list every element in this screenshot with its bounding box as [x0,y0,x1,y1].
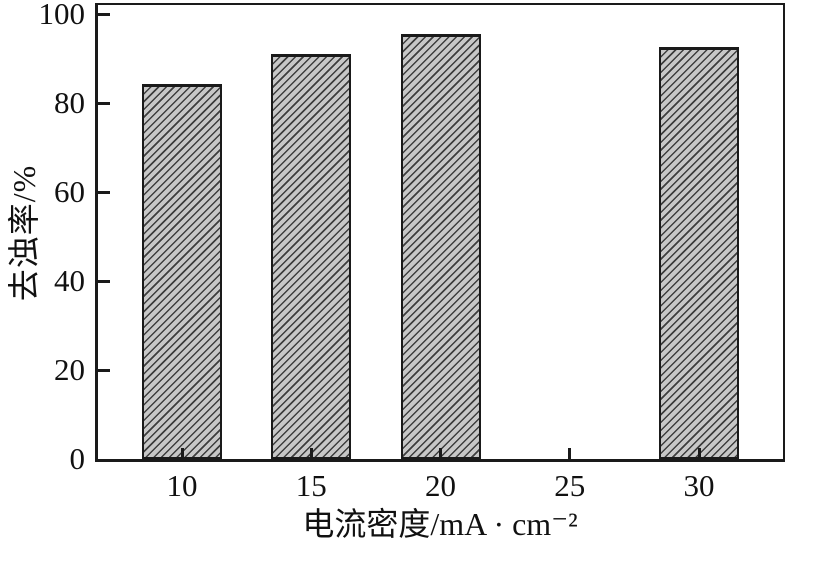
y-tick-label-60: 60 [54,174,85,209]
y-tick-label-20: 20 [54,352,85,387]
x-tick-label-30: 30 [683,468,715,503]
x-tick-label-20: 20 [425,468,456,503]
x-tick-label-10: 10 [166,468,198,503]
y-tick-label-40: 40 [54,263,85,298]
y-tick-mark-80 [98,101,110,105]
x-tick-mark-20 [439,448,442,459]
y-axis-title: 去浊率/% [6,164,42,302]
y-tick-mark-40 [98,279,110,283]
plot-area [95,3,785,462]
y-tick-label-80: 80 [54,85,85,120]
bar-10 [142,84,222,459]
x-tick-mark-15 [309,448,313,459]
bar-30 [659,47,739,459]
y-tick-mark-100 [98,12,110,16]
y-tick-label-0: 0 [69,441,86,476]
x-tick-label-25: 25 [554,468,586,503]
y-tick-label-100: 100 [38,0,86,31]
bar-15 [271,54,352,459]
x-tick-mark-30 [697,448,701,459]
x-axis-title: 电流密度/mA · cm⁻² [302,506,578,542]
bar-20 [400,34,481,459]
y-tick-mark-20 [98,368,110,372]
y-tick-mark-60 [98,190,110,194]
x-tick-mark-25 [568,448,572,459]
x-tick-mark-10 [180,448,184,459]
x-tick-label-15: 15 [295,468,327,503]
